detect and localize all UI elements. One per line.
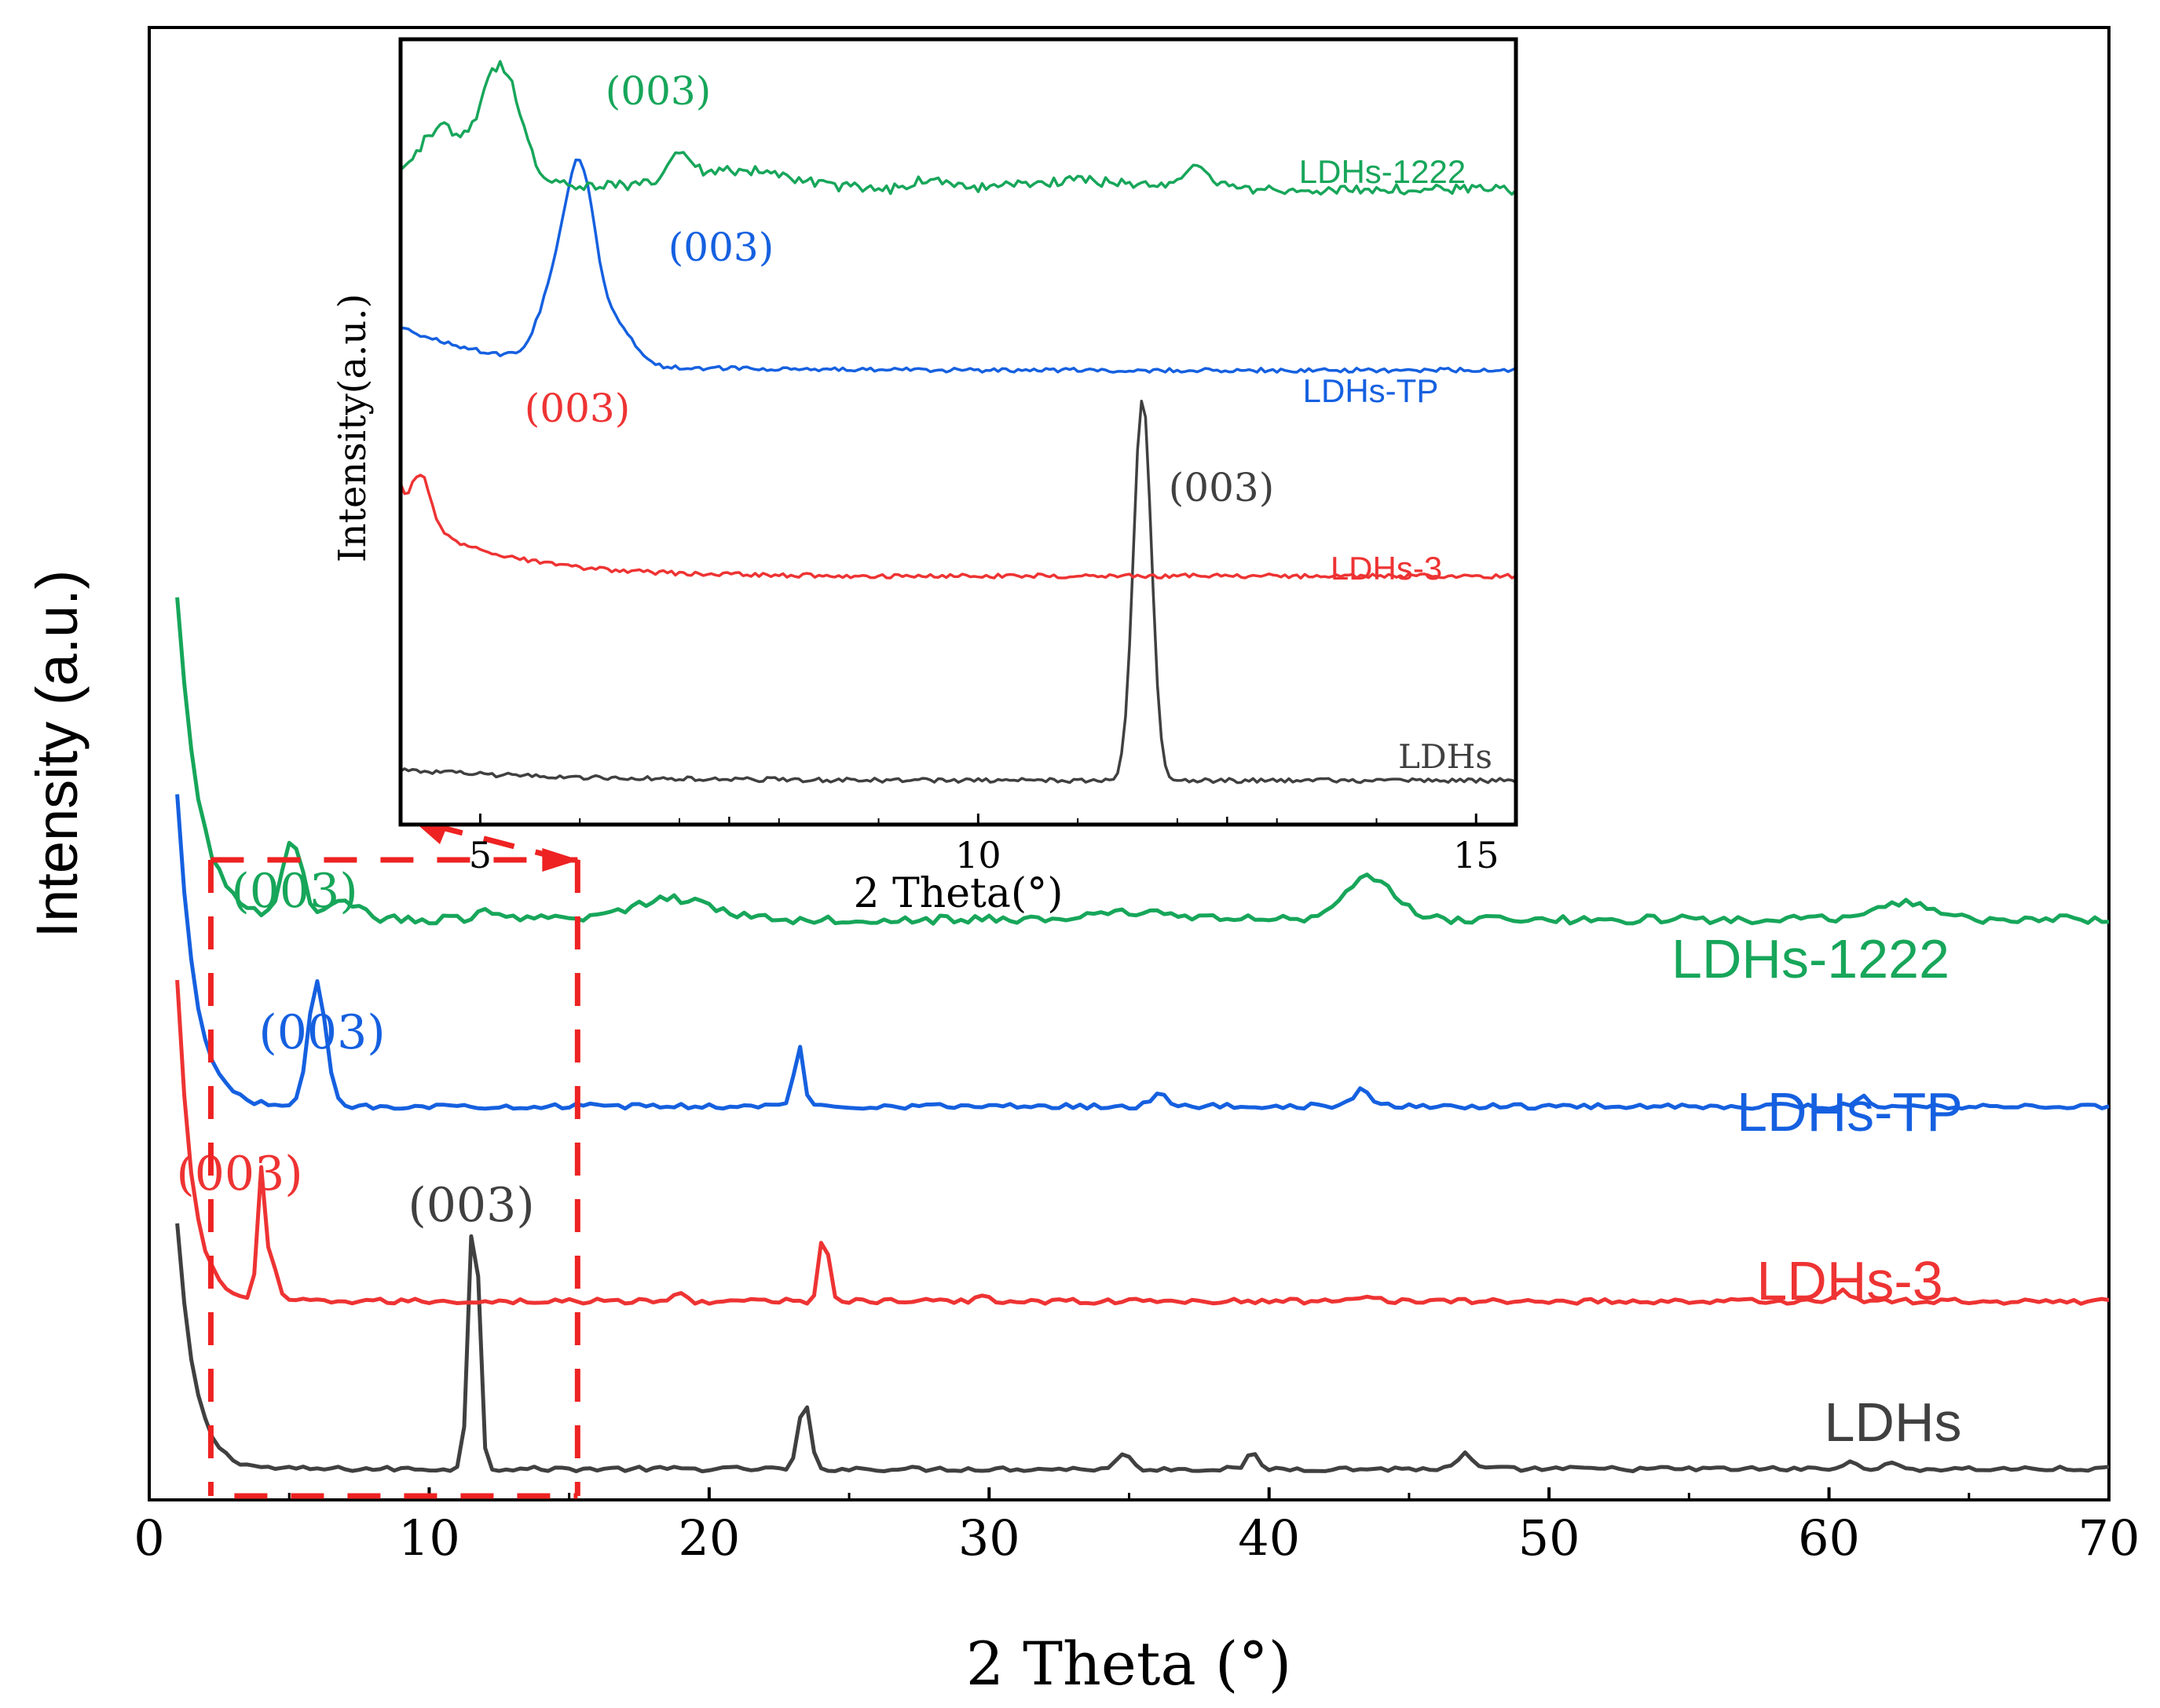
main-label-ldhs-1222: LDHs-1222 — [1671, 928, 1949, 989]
inset-series-ldhs-1222 — [399, 60, 1517, 196]
main-x-tick-label: 60 — [1798, 1509, 1860, 1567]
inset-y-axis-label: Intensity(a.u.) — [331, 294, 375, 562]
main-peak-annotation-ldhs-tp: (003) — [258, 1005, 385, 1060]
inset-peak-annotation-ldhs-1222: (003) — [606, 68, 711, 114]
main-peak-annotation-ldhs-1222: (003) — [231, 864, 357, 919]
main-series-ldhs — [175, 1223, 2110, 1474]
main-peak-annotation-ldhs: (003) — [408, 1178, 534, 1233]
inset-frame — [398, 37, 1518, 827]
main-label-ldhs-3: LDHs-3 — [1756, 1250, 1942, 1311]
main-x-tick-label: 10 — [398, 1509, 460, 1567]
main-peak-annotations: (003) (003) (003) (003) — [176, 864, 534, 1233]
main-x-axis: 0 10 20 30 40 50 60 70 — [134, 1487, 2140, 1567]
inset-series-ldhs-3 — [399, 474, 1517, 580]
main-x-tick-label: 20 — [678, 1509, 740, 1567]
inset-series-ldhs — [400, 400, 1517, 785]
inset-series-ldhs-tp — [400, 158, 1517, 374]
main-y-axis-label: Intensity (a.u.) — [24, 570, 90, 938]
inset-label-ldhs-3: LDHs-3 — [1331, 550, 1442, 587]
main-x-tick-label: 50 — [1518, 1509, 1580, 1567]
inset-label-ldhs: LDHs — [1398, 737, 1492, 776]
inset-x-tick-label: 5 — [469, 834, 492, 876]
main-x-axis-label: 2 Theta (°) — [966, 1629, 1291, 1699]
inset-x-tick-label: 10 — [955, 834, 1001, 876]
main-x-tick-label: 0 — [134, 1509, 164, 1567]
zoom-region-box — [207, 815, 580, 1499]
main-series-labels: LDHs LDHs-3 LDHs-TP LDHs-1222 — [1671, 928, 1963, 1453]
inset-x-tick-label: 15 — [1453, 834, 1499, 876]
inset-x-axis-label: 2 Theta(°) — [853, 870, 1063, 917]
zoom-arrow-line — [423, 820, 567, 863]
inset-peak-annotation-ldhs-tp: (003) — [668, 225, 774, 270]
main-x-tick-label: 70 — [2078, 1509, 2140, 1567]
inset-label-ldhs-1222: LDHs-1222 — [1299, 153, 1466, 190]
inset-x-axis: 5 10 15 — [469, 814, 1499, 876]
inset-peak-annotation-ldhs: (003) — [1169, 465, 1274, 510]
main-x-tick-label: 30 — [958, 1509, 1020, 1567]
main-traces — [175, 597, 2110, 1474]
inset-peak-annotation-ldhs-3: (003) — [525, 386, 630, 431]
main-x-tick-label: 40 — [1238, 1509, 1300, 1567]
inset-series-labels: LDHs LDHs-3 LDHs-TP LDHs-1222 — [1299, 153, 1492, 776]
inset-label-ldhs-tp: LDHs-TP — [1303, 372, 1439, 409]
main-series-ldhs-3 — [175, 979, 2110, 1306]
main-label-ldhs-tp: LDHs-TP — [1737, 1081, 1963, 1143]
zoom-box-corner-arrow — [542, 848, 580, 872]
inset-background — [401, 39, 1516, 825]
main-peak-annotation-ldhs-3: (003) — [176, 1147, 302, 1201]
main-series-ldhs-tp — [175, 794, 2110, 1111]
main-series-ldhs-1222 — [175, 597, 2110, 926]
inset-traces — [399, 60, 1517, 785]
inset-peak-annotations: (003) (003) (003) (003) — [525, 68, 1274, 510]
main-label-ldhs: LDHs — [1824, 1392, 1961, 1453]
